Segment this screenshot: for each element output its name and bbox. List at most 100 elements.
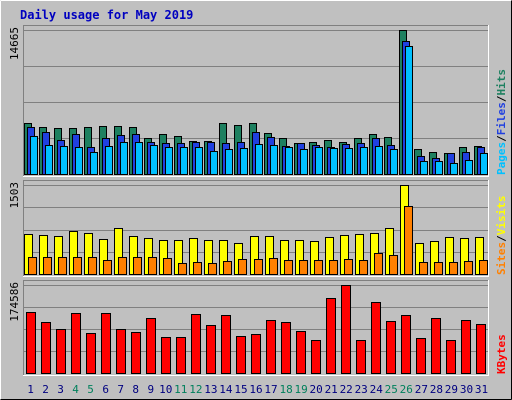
bar-kbytes-day-1	[26, 312, 36, 374]
bar-kbytes-day-4	[71, 313, 81, 374]
bar-kbytes-day-11	[176, 337, 186, 374]
x-tick-label-day-2: 2	[42, 383, 49, 396]
x-tick-label-day-12: 12	[189, 383, 202, 396]
bar-pages-day-29	[450, 163, 458, 175]
panel-middle: 1503 Sites/Visits	[8, 180, 508, 277]
bar-kbytes-day-7	[116, 329, 126, 374]
x-tick-label-day-10: 10	[159, 383, 172, 396]
legend-part-kbytes-0: KBytes	[495, 334, 508, 374]
legend-part-pages-0: Pages	[495, 142, 508, 175]
bar-pages-day-17	[270, 145, 278, 175]
bar-sites-day-12	[193, 262, 202, 275]
x-tick-label-day-19: 19	[294, 383, 307, 396]
x-tick-label-day-23: 23	[355, 383, 368, 396]
bar-pages-day-27	[420, 161, 428, 175]
bar-kbytes-day-20	[311, 340, 321, 374]
bar-pages-day-28	[435, 161, 443, 175]
panel-bottom: 174586 KBytes	[8, 280, 508, 376]
x-tick-label-day-21: 21	[325, 383, 338, 396]
bar-sites-day-14	[223, 261, 232, 275]
bar-sites-day-19	[299, 260, 308, 275]
bar-sites-day-23	[359, 260, 368, 275]
chart-title: Daily usage for May 2019	[20, 8, 193, 22]
bar-kbytes-day-21	[326, 298, 336, 374]
x-tick-label-day-29: 29	[445, 383, 458, 396]
bar-pages-day-5	[90, 152, 98, 175]
bar-sites-day-30	[464, 261, 473, 275]
x-tick-label-day-22: 22	[340, 383, 353, 396]
bar-kbytes-day-17	[266, 320, 276, 374]
bar-sites-day-10	[163, 258, 172, 275]
bar-pages-day-10	[165, 147, 173, 175]
x-tick-label-day-18: 18	[279, 383, 292, 396]
bar-kbytes-day-24	[371, 302, 381, 374]
bar-pages-day-24	[375, 146, 383, 175]
x-tick-label-day-15: 15	[234, 383, 247, 396]
bar-pages-day-22	[345, 148, 353, 175]
legend-part-hits-4: Hits	[495, 69, 508, 96]
bar-pages-day-14	[225, 149, 233, 175]
bar-sites-day-11	[178, 263, 187, 275]
bar-kbytes-day-18	[281, 322, 291, 374]
bar-sites-day-4	[73, 257, 82, 275]
bar-sites-day-15	[238, 259, 247, 275]
bar-kbytes-day-22	[341, 285, 351, 374]
bar-pages-day-6	[105, 146, 113, 175]
x-tick-label-day-28: 28	[430, 383, 443, 396]
bar-pages-day-8	[135, 142, 143, 175]
x-tick-label-day-24: 24	[370, 383, 384, 396]
bar-pages-day-18	[285, 147, 293, 175]
bar-kbytes-day-8	[131, 332, 141, 374]
legend-part-files-2: Files	[495, 102, 508, 135]
legend-part-slash-1: /	[495, 235, 508, 242]
bar-sites-day-22	[344, 259, 353, 275]
bar-sites-day-26	[404, 206, 413, 275]
x-tick-label-day-31: 31	[475, 383, 488, 396]
bar-pages-day-13	[210, 151, 218, 175]
bar-kbytes-day-6	[101, 313, 111, 374]
bar-sites-day-3	[58, 257, 67, 275]
x-tick-label-day-17: 17	[264, 383, 277, 396]
panel-bottom-ymax-label: 174586	[8, 282, 21, 322]
x-tick-label-day-1: 1	[27, 383, 34, 396]
bar-sites-day-2	[43, 257, 52, 275]
legend-part-visits-2: Visits	[495, 196, 508, 236]
bar-kbytes-day-13	[206, 325, 216, 374]
bar-kbytes-day-26	[401, 315, 411, 374]
bar-sites-day-5	[88, 257, 97, 275]
bar-pages-day-23	[360, 147, 368, 175]
bar-pages-day-25	[390, 149, 398, 175]
bar-pages-day-31	[480, 153, 488, 175]
x-tick-label-day-30: 30	[460, 383, 473, 396]
bar-kbytes-day-19	[296, 331, 306, 374]
x-tick-label-day-8: 8	[132, 383, 139, 396]
x-tick-label-day-27: 27	[415, 383, 428, 396]
bar-sites-day-31	[479, 260, 488, 275]
bar-sites-day-1	[28, 257, 37, 275]
x-tick-label-day-5: 5	[87, 383, 94, 396]
legend-part-sites-0: Sites	[495, 242, 508, 275]
bar-kbytes-day-2	[41, 322, 51, 374]
bar-pages-day-26	[405, 46, 413, 175]
bar-kbytes-day-27	[416, 338, 426, 374]
bar-sites-day-18	[284, 260, 293, 275]
bar-pages-day-7	[120, 142, 128, 175]
x-tick-label-day-20: 20	[309, 383, 322, 396]
bar-pages-day-16	[255, 144, 263, 175]
bar-sites-day-8	[133, 257, 142, 275]
bar-sites-day-28	[434, 262, 443, 275]
bar-sites-day-20	[314, 260, 323, 275]
bar-kbytes-day-9	[146, 318, 156, 374]
bar-pages-day-20	[315, 147, 323, 175]
bar-pages-day-3	[60, 146, 68, 175]
bar-kbytes-day-23	[356, 340, 366, 374]
bar-kbytes-day-25	[386, 321, 396, 374]
bar-kbytes-day-31	[476, 324, 486, 374]
bar-kbytes-day-29	[446, 340, 456, 374]
bar-sites-day-29	[449, 262, 458, 275]
bar-sites-day-16	[254, 259, 263, 275]
x-tick-label-day-14: 14	[219, 383, 233, 396]
panel-middle-ymax-label: 1503	[8, 182, 21, 209]
